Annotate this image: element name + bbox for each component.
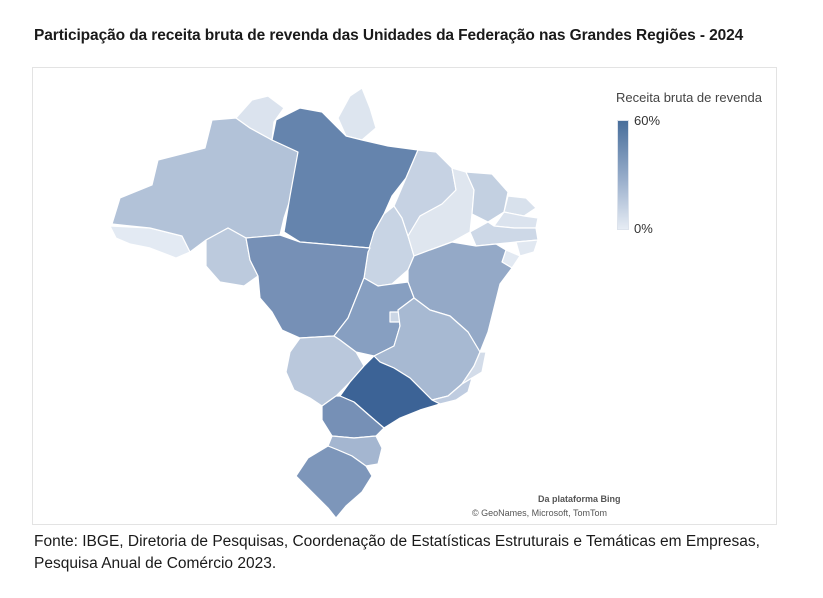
region-rr	[235, 95, 285, 141]
region-pa	[271, 107, 419, 249]
legend-max-label: 60%	[634, 113, 661, 128]
region-ap	[337, 87, 377, 141]
attribution-platform: Da plataforma Bing	[538, 494, 621, 504]
region-rn	[503, 195, 537, 217]
source-note: Fonte: IBGE, Diretoria de Pesquisas, Coo…	[34, 533, 760, 572]
legend-title: Receita bruta de revenda	[616, 90, 762, 105]
region-ce	[465, 171, 509, 223]
legend-min-label: 0%	[634, 221, 653, 236]
attribution-credits: © GeoNames, Microsoft, TomTom	[472, 508, 607, 518]
map-frame	[32, 67, 777, 525]
region-al	[515, 239, 539, 257]
map-title: Participação da receita bruta de revenda…	[34, 27, 744, 44]
region-rs	[295, 445, 373, 519]
legend-color-bar	[617, 120, 629, 230]
